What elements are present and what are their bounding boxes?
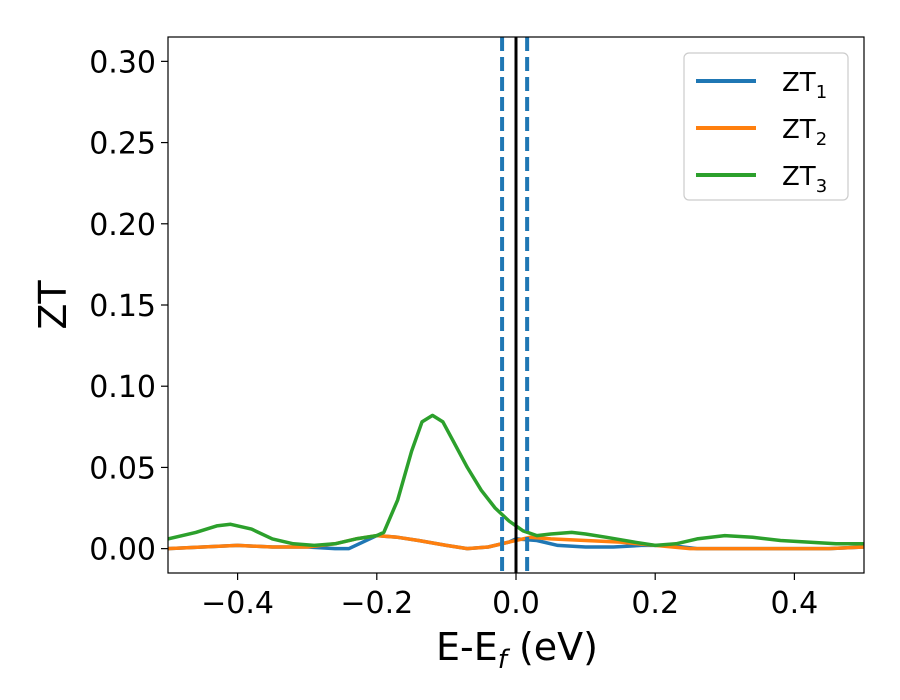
x-tick-label: −0.2 <box>340 586 413 621</box>
x-axis-title-main: E-E <box>436 625 498 669</box>
axis-ticks: −0.4 −0.2 0.0 0.2 0.4 0.00 0.05 0.10 0.15 0.20 0.2… <box>89 45 818 621</box>
y-tick-label: 0.00 <box>89 533 156 568</box>
legend-box <box>683 52 849 201</box>
x-tick-label: 0.2 <box>631 586 679 621</box>
legend-label-zt3: ZT3 <box>782 162 827 197</box>
y-tick-label: 0.20 <box>89 208 156 243</box>
y-tick-label: 0.15 <box>89 289 156 324</box>
y-axis-title: ZT <box>31 280 75 330</box>
x-tick-label: 0.4 <box>771 586 819 621</box>
legend: ZT1 ZT2 ZT3 <box>683 52 849 201</box>
x-tick-label: 0.0 <box>492 586 540 621</box>
x-axis-title: E-Ef (eV) <box>436 625 598 675</box>
legend-label-zt1: ZT1 <box>782 68 827 103</box>
y-tick-label: 0.25 <box>89 127 156 162</box>
y-tick-label: 0.05 <box>89 451 156 486</box>
plot-frame <box>167 36 865 574</box>
y-tick-label: 0.30 <box>89 45 156 80</box>
x-tick-label: −0.4 <box>201 586 274 621</box>
legend-label-zt2: ZT2 <box>782 115 827 150</box>
plot-area <box>168 37 864 573</box>
y-tick-label: 0.10 <box>89 370 156 405</box>
series-line-zt3 <box>168 413 864 548</box>
x-axis-title-tail: (eV) <box>507 625 598 669</box>
series-line-zt2 <box>168 533 864 551</box>
